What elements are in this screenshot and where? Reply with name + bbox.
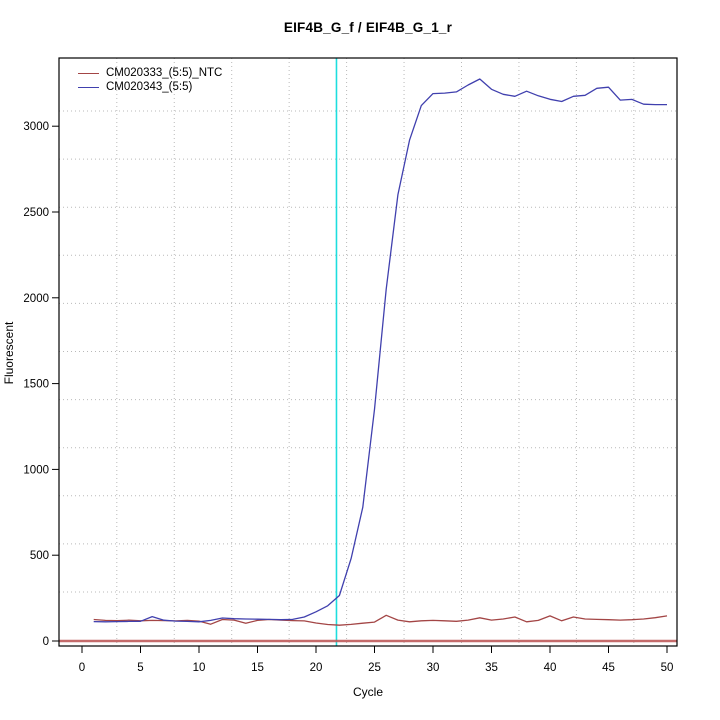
chart-title: EIF4B_G_f / EIF4B_G_1_r <box>283 20 453 35</box>
series-curve-1 <box>93 78 667 623</box>
x-tick-label: 15 <box>251 662 264 674</box>
y-tick-label: 1000 <box>23 464 49 476</box>
series-curve-0 <box>93 614 668 626</box>
sample-series-line-swatch <box>78 86 99 88</box>
x-tick-label: 10 <box>193 662 206 674</box>
y-tick-label: 500 <box>30 550 49 562</box>
ntc-series-label: CM020333_(5:5)_NTC <box>106 67 223 79</box>
x-tick-label: 5 <box>137 662 143 674</box>
plot-border <box>58 57 678 647</box>
y-tick-label: 3000 <box>23 121 49 133</box>
y-tick-label: 0 <box>43 636 49 648</box>
x-axis-label: Cycle <box>352 685 383 699</box>
x-tick-label: 0 <box>79 662 85 674</box>
legend: CM020333_(5:5)_NTC CM020343_(5:5) <box>78 66 222 94</box>
x-tick-label: 40 <box>544 662 557 674</box>
x-tick-label: 30 <box>427 662 440 674</box>
sample-series-label: CM020343_(5:5) <box>106 81 193 93</box>
x-tick-label: 45 <box>602 662 615 674</box>
y-tick-label: 1500 <box>23 379 49 391</box>
legend-item-ntc: CM020333_(5:5)_NTC <box>78 66 222 80</box>
x-tick-label: 50 <box>661 662 674 674</box>
x-tick-label: 20 <box>310 662 323 674</box>
ntc-series-line-swatch <box>78 72 99 74</box>
x-tick-label: 25 <box>368 662 381 674</box>
legend-item-sample: CM020343_(5:5) <box>78 80 222 94</box>
x-tick-label: 35 <box>485 662 498 674</box>
y-axis-label: Fluorescent <box>2 321 16 385</box>
y-tick-label: 2000 <box>23 293 49 305</box>
y-tick-label: 2500 <box>23 207 49 219</box>
